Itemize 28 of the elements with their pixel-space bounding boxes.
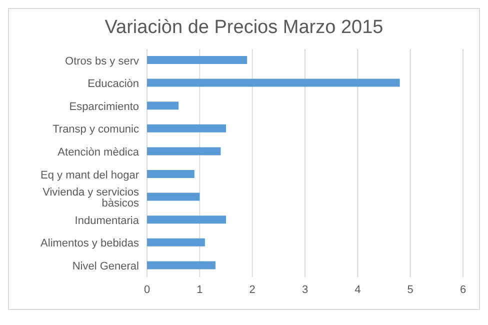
y-tick-label: Atenciòn mèdica	[58, 146, 140, 159]
bar	[147, 56, 248, 64]
y-tick-label: Alimentos y bebidas	[40, 238, 140, 250]
bar	[147, 170, 194, 178]
y-tick-label: Nivel General	[72, 260, 139, 273]
x-tick-label: 3	[302, 284, 308, 296]
bar	[147, 147, 221, 156]
x-tick-label: 2	[249, 284, 256, 296]
bar	[147, 124, 226, 132]
bar	[147, 102, 179, 110]
chart-title: Variaciòn de Precios Marzo 2015	[104, 17, 384, 40]
bar	[147, 238, 205, 246]
x-tick-label: 0	[144, 284, 150, 296]
y-tick-label: Indumentaria	[74, 214, 140, 227]
x-tick-label: 6	[460, 284, 466, 296]
y-tick-label: Eq y mant del hogar	[40, 169, 140, 182]
y-tick-label: Otros bs y serv	[65, 55, 140, 68]
bar	[147, 78, 400, 87]
bar	[147, 261, 216, 270]
x-tick-label: 5	[407, 284, 414, 296]
x-tick-label: 4	[354, 284, 361, 296]
y-tick-label: Transp y comunic	[52, 124, 140, 136]
bar	[147, 192, 200, 201]
y-tick-label: Esparcimiento	[69, 100, 139, 113]
y-tick-label: Vivienda y servicios bàsicos	[42, 186, 140, 210]
x-tick-label: 1	[196, 284, 203, 296]
y-tick-label: Educaciòn	[88, 78, 139, 90]
bar	[147, 216, 226, 224]
